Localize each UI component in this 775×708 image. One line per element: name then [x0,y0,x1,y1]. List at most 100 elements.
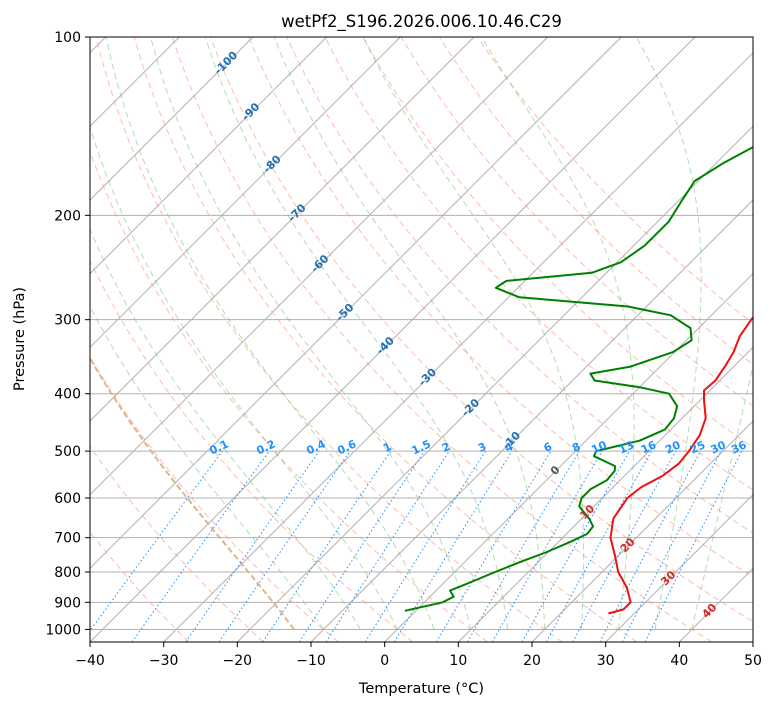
dry-adiabat [171,37,712,642]
isotherm--100 [90,37,254,201]
isotherm-50 [752,641,753,642]
y-tick-label: 400 [54,387,81,403]
dewpoint-trace [404,145,753,612]
isotherm-10 [457,346,753,642]
moist-adiabat [90,305,325,630]
isohume-label: 0.2 [254,437,277,457]
moist-adiabat [90,125,398,630]
dry-adiabat [90,445,264,642]
isotherm-label: -20 [459,396,482,419]
y-axis-label: Pressure (hPa) [12,287,28,391]
y-tick-label: 900 [54,595,81,611]
x-tick-label: −30 [149,653,179,669]
x-tick-label: 30 [597,653,615,669]
isohume-label: 30 [708,438,728,456]
isohume-line [298,450,425,642]
isohume-label: 8 [570,440,582,455]
y-tick-label: 700 [54,531,81,547]
isohume-line [521,450,630,642]
moist-adiabat [635,37,702,630]
x-tick-label: −20 [223,653,253,669]
isotherm-label: -90 [239,100,262,123]
dry-adiabat [210,37,753,623]
x-tick-label: 40 [670,653,688,669]
moist-adiabat [150,37,472,630]
dry-adiabat [90,356,339,642]
x-axis-label: Temperature (°C) [358,681,484,697]
isohume-label: 16 [639,438,659,456]
x-tick-label: −10 [296,653,326,669]
isohume-line [185,450,320,642]
isotherm--70 [90,37,475,422]
moist-adiabat [362,37,585,630]
dry-adiabat [400,37,753,407]
dry-adiabat [324,37,753,491]
isohume-line [90,450,223,632]
y-tick-label: 100 [54,30,81,46]
isotherm--10 [310,199,753,642]
isotherm-0 [384,272,753,642]
isotherm--80 [90,37,401,349]
isohume-line [599,450,701,642]
isohume-label: 3 [476,440,488,455]
moist-adiabat [691,363,753,630]
dry-adiabat [90,259,414,642]
y-tick-label: 300 [54,313,81,329]
isotherm-30 [605,493,753,642]
moist-adiabat [204,37,509,630]
y-tick-label: 500 [54,444,81,460]
isohume-line [218,450,351,642]
x-tick-label: 10 [449,653,467,669]
dry-adiabat [133,37,638,642]
isohume-label: 2 [440,440,452,455]
isotherm-20 [531,420,753,642]
y-tick-label: 1000 [45,622,81,638]
dry-adiabat [90,150,488,642]
isotherm--60 [90,37,549,496]
isohume-label: 36 [729,438,749,456]
isohume-label: 0.1 [207,437,230,457]
isohume-label: 10 [589,438,609,456]
y-tick-label: 200 [54,208,81,224]
isotherm-label: -70 [285,201,308,224]
isotherm--40 [90,37,696,642]
y-tick-label: 600 [54,491,81,507]
isotherm--90 [90,37,328,275]
plot-area [90,37,753,642]
x-tick-label: −40 [75,653,105,669]
isohume-line [467,450,580,642]
x-tick-label: 20 [523,653,541,669]
isotherm-label: -60 [308,252,331,275]
isohume-line [131,450,270,642]
isotherm-label: -50 [333,301,356,324]
x-tick-label: 0 [380,653,389,669]
isohume-line [545,450,653,642]
dry-adiabat [95,37,563,642]
isohume-label: 6 [542,440,555,455]
isotherm-label: -10 [500,429,523,452]
axes: −40 −30 −20 −10 0 10 20 30 40 5010009008007006005… [45,30,762,669]
dry-adiabat [248,37,753,578]
isotherm-label: 40 [699,601,719,621]
temperature-trace [608,315,753,615]
dry-adiabat [362,37,753,449]
plot-frame [89,36,754,643]
isohume-line [364,450,486,642]
isotherm-40 [678,567,753,642]
isotherm-label: -80 [261,152,284,175]
isohume-line [644,450,743,642]
isotherm-label: -100 [212,48,241,77]
x-tick-label: 50 [744,653,762,669]
isohume-label: 13 [617,438,636,456]
moist-adiabat [90,228,361,630]
isohume-label: 20 [663,438,683,456]
chart-title: wetPf2_S196.2026.006.10.46.C29 [281,12,562,32]
isotherm-label: -40 [374,334,397,357]
isotherm--30 [163,51,753,642]
plot-labels: 0.1 0.2 0.4 0.6 1 1.5 2 3 4 6 8 10 13 16 20 25 30 36-100-… [207,48,749,620]
isohume-label: 1.5 [410,437,433,457]
dry-adiabat [90,531,190,642]
moist-adiabat [481,37,635,630]
isotherm--50 [90,37,622,570]
